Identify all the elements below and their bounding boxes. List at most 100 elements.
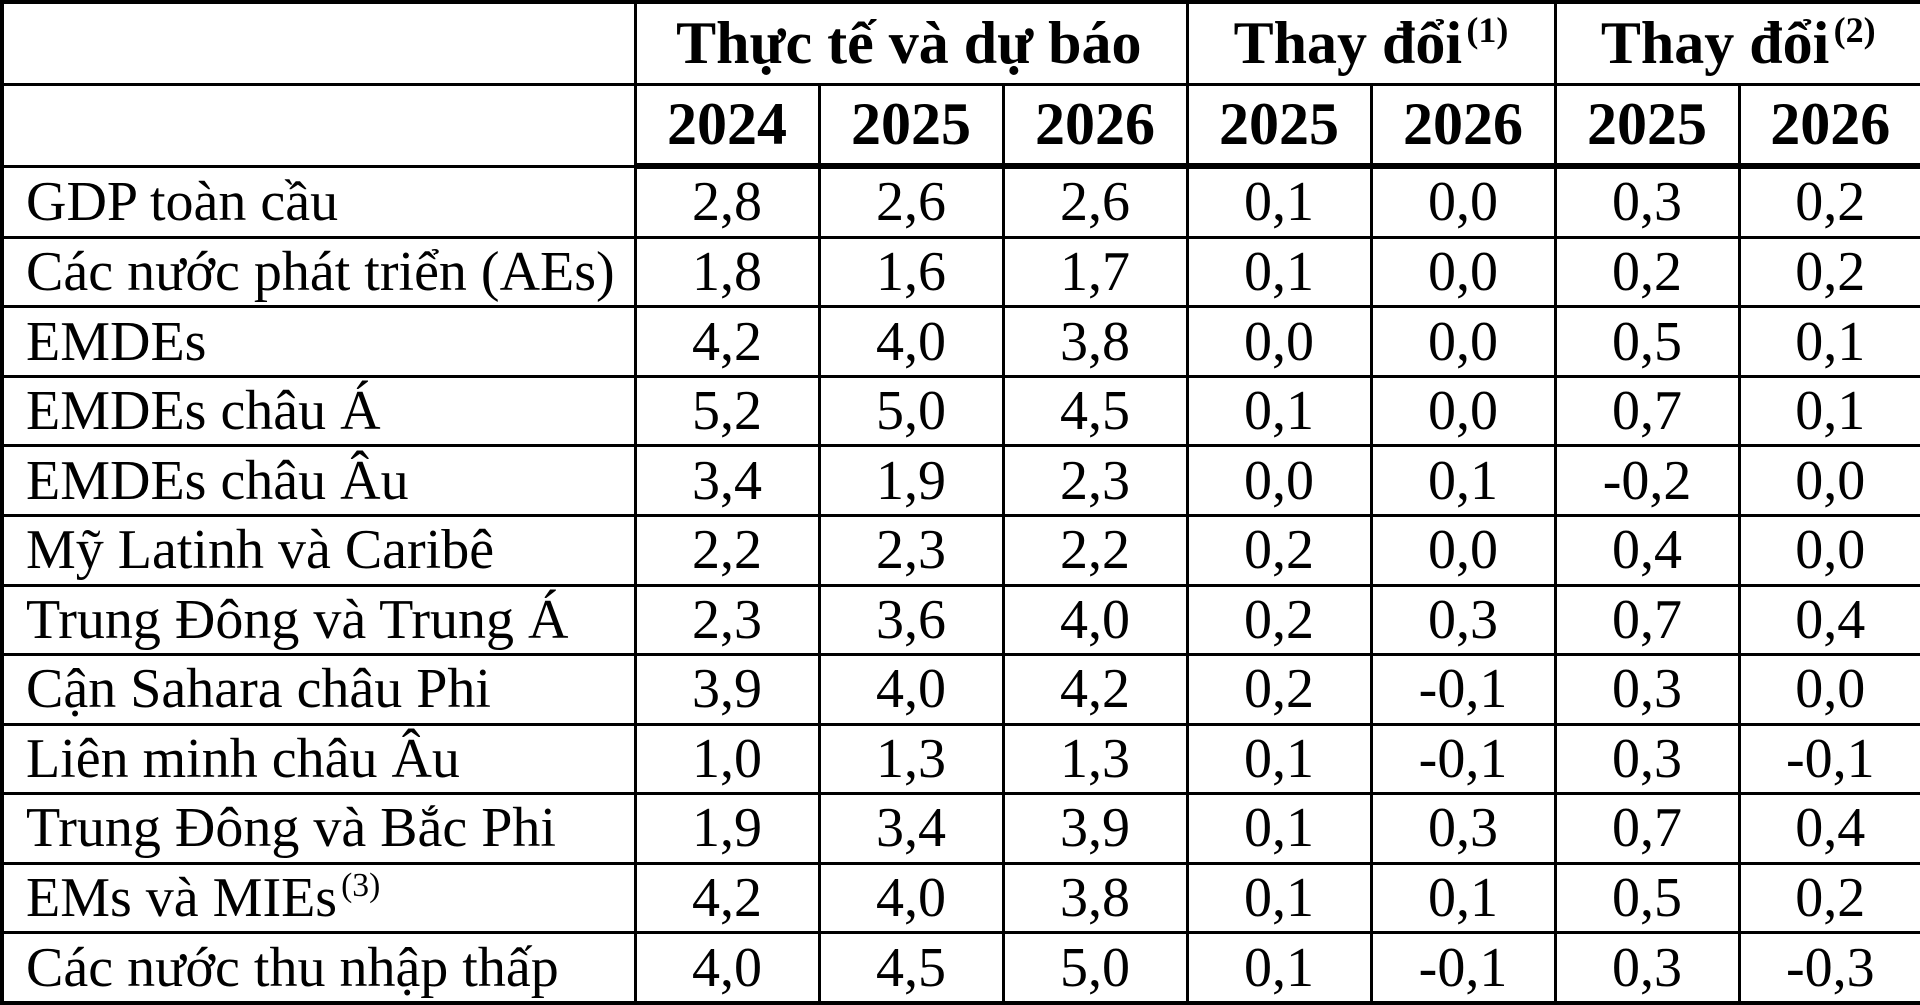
table-row: EMDEs châu Á 5,2 5,0 4,5 0,1 0,0 0,7 0,1	[0, 374, 1920, 448]
value-cell: 1,6	[817, 235, 1005, 309]
value-cell: 1,9	[817, 444, 1005, 517]
group-header-label: Thực tế và dự báo	[676, 10, 1142, 77]
value-cell: 3,6	[817, 583, 1005, 657]
group-header-label: Thay đổi	[1600, 10, 1830, 77]
value-cell: 4,2	[633, 305, 821, 378]
value-cell: 0,4	[1737, 792, 1920, 865]
year-header-2024: 2024	[633, 82, 821, 169]
row-label-text: GDP toàn cầu	[26, 170, 339, 233]
row-label-text: Cận Sahara châu Phi	[26, 658, 491, 721]
row-label-cell: Liên minh châu Âu	[0, 722, 637, 796]
value-cell: 0,0	[1369, 305, 1557, 378]
value-cell: 3,4	[633, 444, 821, 517]
year-header-2025: 2025	[817, 82, 1005, 169]
row-label-text: Các nước phát triển (AEs)	[26, 241, 615, 304]
corner-cell-top	[0, 0, 637, 86]
row-label-cell: GDP toàn cầu	[0, 164, 637, 239]
value-cell: 0,5	[1553, 861, 1741, 935]
value-cell: 0,3	[1553, 931, 1741, 1005]
value-cell: 0,3	[1369, 792, 1557, 865]
table-row: Mỹ Latinh và Caribê 2,2 2,3 2,2 0,2 0,0 …	[0, 513, 1920, 587]
value-cell: 1,7	[1001, 235, 1189, 309]
value-cell: 2,6	[817, 164, 1005, 239]
row-label-cell: EMs và MIEs (3)	[0, 861, 637, 935]
value-cell: 0,5	[1553, 305, 1741, 378]
value-cell: 2,3	[633, 583, 821, 657]
value-cell: 4,5	[1001, 374, 1189, 448]
year-header-2025-change2: 2025	[1553, 82, 1741, 169]
table-row: Trung Đông và Trung Á 2,3 3,6 4,0 0,2 0,…	[0, 583, 1920, 657]
row-label-cell: Trung Đông và Trung Á	[0, 583, 637, 657]
row-label-text: EMDEs châu Á	[26, 380, 381, 443]
group-header-change-1: Thay đổi (1)	[1185, 0, 1557, 86]
row-label-cell: Mỹ Latinh và Caribê	[0, 513, 637, 587]
year-header-2026-change1: 2026	[1369, 82, 1557, 169]
value-cell: 0,0	[1369, 235, 1557, 309]
row-label-cell: EMDEs	[0, 305, 637, 378]
row-label-text: EMDEs	[26, 310, 207, 373]
value-cell: 0,1	[1737, 374, 1920, 448]
value-cell: 0,1	[1185, 722, 1373, 796]
corner-cell-bottom	[0, 82, 637, 168]
value-cell: 2,3	[817, 513, 1005, 587]
table-row: GDP toàn cầu 2,8 2,6 2,6 0,1 0,0 0,3 0,2	[0, 164, 1920, 239]
value-cell: 0,3	[1553, 164, 1741, 239]
value-cell: 5,0	[817, 374, 1005, 448]
row-label-text: Trung Đông và Trung Á	[26, 588, 569, 651]
row-label-cell: Các nước phát triển (AEs)	[0, 235, 637, 309]
value-cell: 0,0	[1369, 513, 1557, 587]
value-cell: 0,1	[1185, 374, 1373, 448]
value-cell: -0,2	[1553, 444, 1741, 517]
value-cell: 0,0	[1737, 444, 1920, 517]
value-cell: 0,2	[1185, 513, 1373, 587]
value-cell: 0,2	[1737, 164, 1920, 239]
value-cell: 0,1	[1737, 305, 1920, 378]
row-label-text: Trung Đông và Bắc Phi	[26, 797, 556, 860]
value-cell: 0,0	[1737, 513, 1920, 587]
row-label-cell: Trung Đông và Bắc Phi	[0, 792, 637, 865]
value-cell: 4,2	[1001, 653, 1189, 726]
value-cell: 3,9	[1001, 792, 1189, 865]
row-label-text: Các nước thu nhập thấp	[26, 936, 559, 999]
row-label-text: Liên minh châu Âu	[26, 727, 460, 790]
year-header-2026: 2026	[1001, 82, 1189, 169]
value-cell: -0,1	[1369, 722, 1557, 796]
value-cell: 0,0	[1737, 653, 1920, 726]
row-label-text: EMDEs châu Âu	[26, 449, 409, 512]
row-label-cell: Cận Sahara châu Phi	[0, 653, 637, 726]
value-cell: 0,1	[1185, 792, 1373, 865]
value-cell: 4,0	[633, 931, 821, 1005]
value-cell: 2,8	[633, 164, 821, 239]
year-header-2026-change2: 2026	[1737, 82, 1920, 169]
value-cell: 3,4	[817, 792, 1005, 865]
value-cell: 0,0	[1369, 374, 1557, 448]
value-cell: 5,2	[633, 374, 821, 448]
header-year-row: 2024 2025 2026 2025 2026 2025 2026	[0, 82, 1920, 169]
table-row: Trung Đông và Bắc Phi 1,9 3,4 3,9 0,1 0,…	[0, 792, 1920, 865]
value-cell: 0,1	[1369, 861, 1557, 935]
row-label-superscript: (3)	[341, 867, 381, 905]
year-header-2025-change1: 2025	[1185, 82, 1373, 169]
value-cell: 0,7	[1553, 792, 1741, 865]
value-cell: 3,9	[633, 653, 821, 726]
value-cell: 3,8	[1001, 305, 1189, 378]
value-cell: 4,0	[817, 305, 1005, 378]
value-cell: 0,4	[1737, 583, 1920, 657]
value-cell: -0,1	[1369, 653, 1557, 726]
row-label-text: Mỹ Latinh và Caribê	[26, 519, 495, 582]
value-cell: 0,3	[1369, 583, 1557, 657]
value-cell: 0,2	[1737, 235, 1920, 309]
value-cell: 3,8	[1001, 861, 1189, 935]
value-cell: 0,2	[1553, 235, 1741, 309]
value-cell: 4,5	[817, 931, 1005, 1005]
value-cell: 5,0	[1001, 931, 1189, 1005]
value-cell: 2,2	[1001, 513, 1189, 587]
group-header-change-2: Thay đổi (2)	[1553, 0, 1920, 86]
table-row: Các nước phát triển (AEs) 1,8 1,6 1,7 0,…	[0, 235, 1920, 309]
value-cell: 0,7	[1553, 374, 1741, 448]
value-cell: 0,1	[1185, 164, 1373, 239]
value-cell: 0,7	[1553, 583, 1741, 657]
value-cell: 0,2	[1185, 583, 1373, 657]
